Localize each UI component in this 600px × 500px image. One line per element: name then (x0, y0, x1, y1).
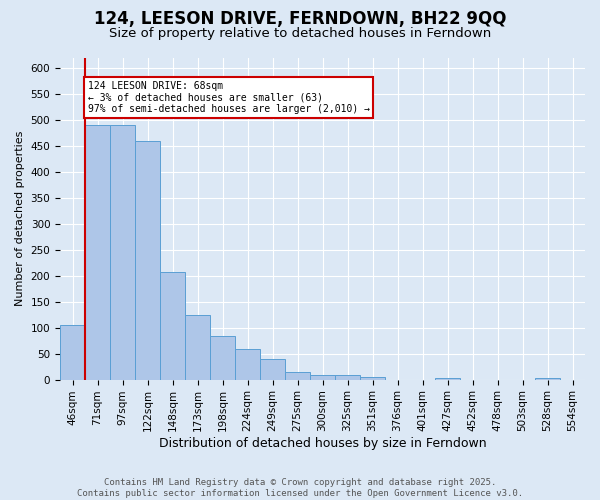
Bar (335, 376, 360, 380)
Bar (110, 125, 135, 380)
Bar (235, 350, 260, 380)
Y-axis label: Number of detached properties: Number of detached properties (15, 131, 25, 306)
Bar (285, 372, 310, 380)
Text: Contains HM Land Registry data © Crown copyright and database right 2025.
Contai: Contains HM Land Registry data © Crown c… (77, 478, 523, 498)
Bar (60, 325, 85, 380)
Bar (85, 125, 110, 380)
Bar (185, 314, 210, 380)
Bar (535, 378, 560, 380)
Text: Size of property relative to detached houses in Ferndown: Size of property relative to detached ho… (109, 28, 491, 40)
Bar (435, 378, 460, 380)
Text: 124, LEESON DRIVE, FERNDOWN, BH22 9QQ: 124, LEESON DRIVE, FERNDOWN, BH22 9QQ (94, 10, 506, 28)
Text: 124 LEESON DRIVE: 68sqm
← 3% of detached houses are smaller (63)
97% of semi-det: 124 LEESON DRIVE: 68sqm ← 3% of detached… (88, 81, 370, 114)
Bar (310, 376, 335, 380)
Bar (160, 272, 185, 380)
Bar (260, 359, 285, 380)
X-axis label: Distribution of detached houses by size in Ferndown: Distribution of detached houses by size … (159, 437, 487, 450)
Bar (135, 140, 160, 380)
Bar (360, 377, 385, 380)
Bar (210, 336, 235, 380)
